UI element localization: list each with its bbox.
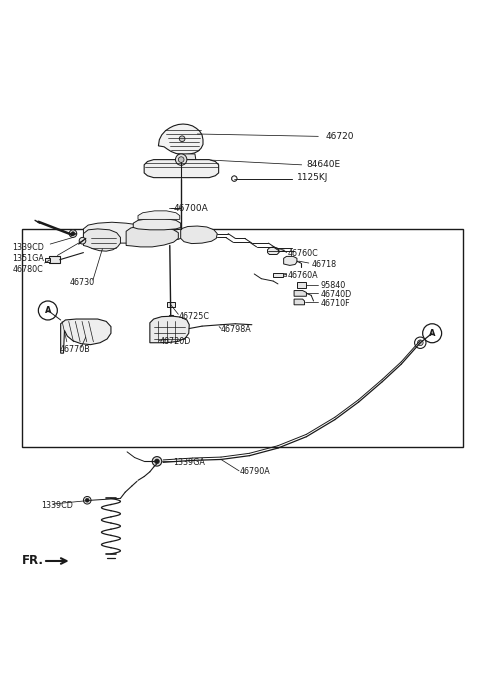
Polygon shape [294, 299, 304, 305]
Text: 1351GA: 1351GA [12, 254, 44, 263]
Text: 1339CD: 1339CD [41, 500, 72, 510]
Polygon shape [178, 154, 196, 162]
Text: 46700A: 46700A [174, 204, 208, 214]
Text: 95840: 95840 [321, 281, 346, 290]
Polygon shape [84, 229, 120, 251]
Text: 46730: 46730 [69, 278, 95, 287]
Polygon shape [138, 211, 180, 220]
Polygon shape [126, 226, 179, 247]
Polygon shape [49, 256, 60, 263]
Text: A: A [45, 306, 51, 315]
Text: 46720: 46720 [325, 132, 354, 141]
Circle shape [232, 176, 236, 180]
Text: 46760A: 46760A [288, 271, 318, 280]
Polygon shape [297, 282, 306, 288]
Polygon shape [294, 291, 306, 296]
Circle shape [179, 157, 184, 162]
Text: FR.: FR. [22, 554, 44, 567]
Text: 46790A: 46790A [240, 467, 271, 477]
Circle shape [71, 232, 75, 235]
Circle shape [423, 324, 442, 343]
Polygon shape [133, 218, 180, 230]
Text: 46740D: 46740D [321, 290, 352, 299]
Polygon shape [279, 249, 285, 252]
Circle shape [415, 337, 426, 348]
Polygon shape [180, 226, 217, 243]
Text: 46725C: 46725C [179, 312, 209, 320]
Polygon shape [45, 258, 50, 262]
Polygon shape [284, 256, 297, 266]
Polygon shape [84, 222, 188, 243]
Text: 46710F: 46710F [321, 299, 350, 308]
Circle shape [84, 496, 91, 504]
Text: 1339CD: 1339CD [12, 243, 44, 252]
Circle shape [176, 154, 187, 166]
Circle shape [231, 176, 237, 181]
Polygon shape [167, 302, 175, 307]
Text: 46770B: 46770B [60, 345, 90, 354]
Polygon shape [150, 316, 189, 343]
Circle shape [418, 340, 423, 345]
Polygon shape [144, 160, 219, 178]
Text: 1339GA: 1339GA [174, 458, 205, 467]
Text: A: A [429, 329, 435, 338]
Polygon shape [158, 124, 203, 154]
Circle shape [152, 456, 162, 466]
Text: 84640E: 84640E [306, 160, 340, 169]
Circle shape [85, 498, 89, 502]
Text: 1125KJ: 1125KJ [297, 173, 328, 182]
Circle shape [38, 301, 57, 320]
Circle shape [69, 230, 77, 237]
Circle shape [155, 459, 159, 464]
Text: 46760C: 46760C [288, 249, 318, 258]
Circle shape [179, 136, 185, 141]
Text: 46780C: 46780C [12, 265, 43, 274]
Polygon shape [283, 274, 287, 276]
Bar [22, 229, 463, 447]
Text: 46718: 46718 [311, 260, 336, 269]
Polygon shape [267, 247, 279, 254]
Text: 46720D: 46720D [159, 337, 191, 346]
Circle shape [79, 237, 86, 244]
Polygon shape [273, 272, 283, 277]
Polygon shape [60, 319, 111, 353]
Text: 46798A: 46798A [221, 325, 252, 334]
